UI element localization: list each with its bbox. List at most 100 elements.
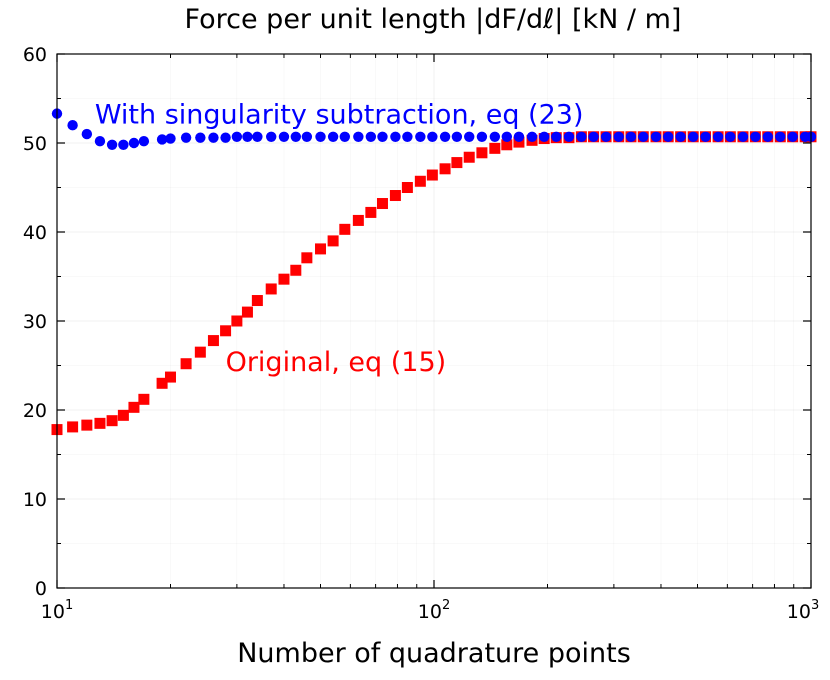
data-point xyxy=(551,131,562,142)
data-point xyxy=(207,335,219,347)
data-point xyxy=(128,401,140,413)
data-point xyxy=(315,131,326,142)
data-point xyxy=(180,132,192,143)
data-point xyxy=(725,131,736,142)
data-point xyxy=(231,131,243,142)
data-point xyxy=(662,131,674,142)
data-point xyxy=(775,131,786,142)
data-point xyxy=(389,190,401,202)
data-point xyxy=(613,131,624,142)
data-point xyxy=(390,131,401,142)
data-point xyxy=(427,131,438,142)
data-point xyxy=(194,346,206,358)
data-point xyxy=(401,182,413,193)
axis-ticks: 101 102 103 0 10 20 30 40 50 60 xyxy=(23,44,819,623)
data-point xyxy=(353,131,364,142)
y-tick-label: 30 xyxy=(23,311,47,333)
y-tick-label: 40 xyxy=(23,222,47,244)
data-point xyxy=(365,131,377,142)
data-point xyxy=(526,131,538,142)
series-annotation: With singularity subtraction, eq (23) xyxy=(95,100,584,131)
data-point xyxy=(327,131,339,142)
x-tick-label: 102 xyxy=(418,598,450,623)
data-point xyxy=(737,131,749,142)
data-point xyxy=(339,223,351,235)
data-point xyxy=(712,131,724,142)
data-point xyxy=(750,131,761,142)
data-point xyxy=(463,151,475,163)
data-point xyxy=(94,417,106,429)
data-point xyxy=(81,128,93,140)
data-point xyxy=(251,295,263,307)
y-tick-label: 0 xyxy=(35,578,47,600)
y-tick-label: 10 xyxy=(23,489,47,511)
data-point xyxy=(700,131,711,142)
x-tick-label: 101 xyxy=(41,598,73,623)
data-point xyxy=(638,131,649,142)
data-point xyxy=(576,131,587,142)
data-point xyxy=(787,131,798,142)
data-point xyxy=(376,198,388,210)
y-tick-label: 20 xyxy=(23,400,47,422)
data-point xyxy=(377,131,388,142)
data-point xyxy=(117,409,129,421)
data-point xyxy=(118,139,129,150)
data-point xyxy=(106,415,118,427)
data-point xyxy=(67,421,79,433)
data-point xyxy=(315,243,327,255)
data-point xyxy=(266,131,277,142)
data-point xyxy=(414,175,426,187)
data-point xyxy=(106,139,118,150)
data-point xyxy=(439,163,451,175)
data-point xyxy=(327,235,339,247)
data-point xyxy=(208,132,219,143)
data-point xyxy=(94,136,106,147)
data-point xyxy=(501,131,513,142)
data-point xyxy=(625,131,637,142)
data-point xyxy=(242,131,253,142)
data-point xyxy=(138,393,150,405)
data-point xyxy=(220,325,232,337)
data-point xyxy=(81,419,93,431)
data-point xyxy=(352,214,364,226)
data-point xyxy=(278,131,290,142)
series-annotation: Original, eq (15) xyxy=(226,347,447,378)
data-point xyxy=(290,131,302,142)
data-point xyxy=(67,120,78,131)
data-point xyxy=(513,131,525,142)
data-point xyxy=(426,169,438,181)
data-point xyxy=(415,131,426,142)
data-point xyxy=(588,131,599,142)
data-point xyxy=(464,131,475,142)
chart-title: Force per unit length |dF/dℓ| [kN / m] xyxy=(185,4,682,35)
data-point xyxy=(290,264,302,276)
data-point xyxy=(365,206,377,218)
data-point xyxy=(451,131,463,142)
data-point xyxy=(451,157,463,169)
data-point xyxy=(220,132,231,143)
data-point xyxy=(231,315,243,327)
y-tick-label: 60 xyxy=(23,44,47,66)
data-point xyxy=(241,306,253,318)
data-point xyxy=(252,131,263,142)
x-axis-label: Number of quadrature points xyxy=(237,638,631,669)
data-point xyxy=(402,131,413,142)
data-point xyxy=(489,142,501,154)
annotations: Original, eq (15) With singularity subtra… xyxy=(95,100,584,378)
data-point xyxy=(476,147,488,159)
data-point xyxy=(687,131,699,142)
data-point xyxy=(301,252,313,264)
data-point xyxy=(489,131,501,142)
data-point xyxy=(301,131,313,142)
y-tick-label: 50 xyxy=(23,133,47,155)
data-point xyxy=(650,131,662,142)
data-point xyxy=(513,136,525,148)
data-point xyxy=(156,134,168,145)
data-point xyxy=(278,273,290,285)
data-point xyxy=(165,133,176,144)
data-point xyxy=(339,131,351,142)
data-point xyxy=(138,136,150,147)
data-point xyxy=(180,358,192,370)
data-point xyxy=(501,139,513,151)
